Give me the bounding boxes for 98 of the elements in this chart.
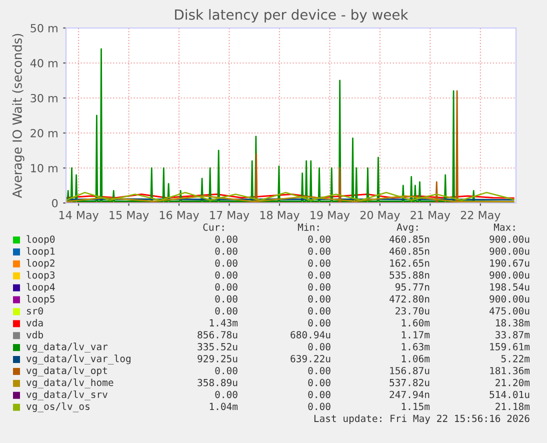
text: 0.00 bbox=[215, 247, 238, 255]
x-tick-label: 18 May bbox=[260, 210, 300, 222]
x-tick-label: 14 May bbox=[59, 210, 99, 222]
text: 900.00u bbox=[490, 235, 530, 243]
text: 181.36m bbox=[490, 366, 530, 374]
text: 535.88n bbox=[390, 271, 430, 279]
legend-label: vg_data/lv_home bbox=[26, 378, 114, 388]
legend-label: loop0 bbox=[26, 235, 55, 245]
chart-title: Disk latency per device - by week bbox=[175, 9, 408, 23]
legend-label: vg_os/lv_os bbox=[26, 402, 90, 412]
text: 856.78u bbox=[198, 331, 238, 338]
text: 1.43m bbox=[210, 319, 238, 326]
text: 162.65n bbox=[390, 259, 430, 267]
text: 680.94u bbox=[290, 331, 330, 338]
text: 21.18m bbox=[496, 402, 530, 410]
text: 0.00 bbox=[308, 366, 330, 374]
y-tick-label: 10 m bbox=[31, 164, 58, 172]
text: 0.00 bbox=[308, 295, 330, 303]
legend-label: loop5 bbox=[26, 295, 54, 304]
text: 472.80n bbox=[390, 295, 430, 303]
legend-label: vdb bbox=[26, 330, 43, 338]
text: 0.00 bbox=[308, 259, 330, 267]
text: 0.00 bbox=[308, 247, 330, 255]
legend-label: vg_data/lv_opt bbox=[26, 366, 107, 376]
text: 514.01u bbox=[490, 390, 530, 398]
text: 1.04m bbox=[210, 402, 238, 410]
text: 460.85n bbox=[390, 235, 430, 243]
text: 0.00 bbox=[215, 366, 238, 374]
text: 0.00 bbox=[215, 307, 238, 315]
text: 0.00 bbox=[308, 235, 330, 243]
text: 18.38m bbox=[496, 319, 530, 326]
text: 358.89u bbox=[198, 378, 238, 386]
text: 929.25u bbox=[198, 354, 238, 362]
text: 0.00 bbox=[308, 307, 330, 315]
text: Min: bbox=[298, 223, 319, 231]
text: 639.22u bbox=[290, 354, 330, 362]
x-tick-label: 22 May bbox=[460, 210, 500, 222]
text: 190.67u bbox=[490, 259, 530, 267]
text: 33.87m bbox=[496, 331, 530, 338]
y-axis-title: Average IO Wait (seconds) bbox=[12, 34, 24, 198]
x-tick-label: 19 May bbox=[310, 210, 350, 222]
text: 0.00 bbox=[308, 402, 330, 410]
text: 23.70u bbox=[396, 307, 430, 315]
text: 0.00 bbox=[308, 378, 330, 386]
text: 0.00 bbox=[215, 235, 238, 243]
text: 1.06m bbox=[402, 354, 430, 362]
text: Last update: Fri May 22 15:56:16 2026 bbox=[314, 414, 530, 424]
legend-label: loop3 bbox=[26, 271, 55, 281]
text: 0.00 bbox=[215, 283, 238, 291]
text: 0.00 bbox=[308, 343, 330, 350]
text: 1.15m bbox=[402, 402, 430, 410]
x-tick-label: 17 May bbox=[210, 210, 250, 222]
text: 0.00 bbox=[308, 319, 330, 326]
text: Cur: bbox=[203, 223, 224, 231]
x-tick-label: 15 May bbox=[110, 210, 149, 222]
text: 900.00u bbox=[490, 295, 530, 303]
text: Avg: bbox=[396, 224, 418, 233]
text: 1.63m bbox=[402, 343, 430, 350]
text: 537.82u bbox=[390, 378, 430, 386]
text: 159.61m bbox=[490, 343, 530, 350]
text: 0.00 bbox=[308, 271, 330, 279]
text: 5.22m bbox=[501, 354, 530, 362]
text: 0.00 bbox=[215, 295, 238, 303]
text: 335.52u bbox=[198, 343, 238, 350]
legend-label: loop1 bbox=[26, 247, 55, 257]
legend-label: vg_data/lv_srv bbox=[26, 390, 108, 400]
x-tick-label: 21 May bbox=[410, 210, 450, 222]
text: 95.77n bbox=[395, 283, 430, 291]
x-tick-label: 16 May bbox=[160, 210, 200, 222]
text: 0.00 bbox=[215, 390, 238, 398]
text: 0.00 bbox=[215, 271, 238, 279]
y-tick-label: 40 m bbox=[30, 58, 58, 68]
text: 1.17m bbox=[402, 331, 430, 338]
text: 198.54u bbox=[490, 283, 530, 291]
text: 0.00 bbox=[308, 390, 330, 398]
text: 0.00 bbox=[308, 283, 330, 291]
legend-label: loop4 bbox=[26, 283, 55, 293]
text: 21.20m bbox=[496, 378, 530, 386]
text: 900.00u bbox=[490, 247, 530, 255]
y-tick-label: 20 m bbox=[30, 128, 58, 138]
legend-label: sr0 bbox=[27, 307, 43, 315]
legend-label: loop2 bbox=[26, 259, 54, 269]
text: 900.00u bbox=[490, 271, 530, 279]
x-tick-label: 20 May bbox=[360, 210, 400, 222]
text: 475.00u bbox=[490, 307, 530, 315]
text: 0.00 bbox=[215, 259, 238, 267]
text: 460.85n bbox=[390, 247, 430, 255]
text: 156.87u bbox=[390, 366, 430, 374]
text: 1.60m bbox=[402, 319, 430, 326]
legend-label: vda bbox=[26, 318, 43, 326]
text: Max: bbox=[494, 224, 515, 231]
y-tick-label: 0 bbox=[52, 198, 58, 208]
y-tick-label: 50 m bbox=[30, 24, 58, 32]
y-tick-label: 30 m bbox=[30, 94, 58, 102]
legend-label: vg_data/lv_var_log bbox=[26, 354, 130, 364]
legend-label: vg_data/lv_var bbox=[26, 342, 108, 352]
text: 247.94n bbox=[390, 390, 430, 398]
line-series bbox=[66, 192, 514, 201]
